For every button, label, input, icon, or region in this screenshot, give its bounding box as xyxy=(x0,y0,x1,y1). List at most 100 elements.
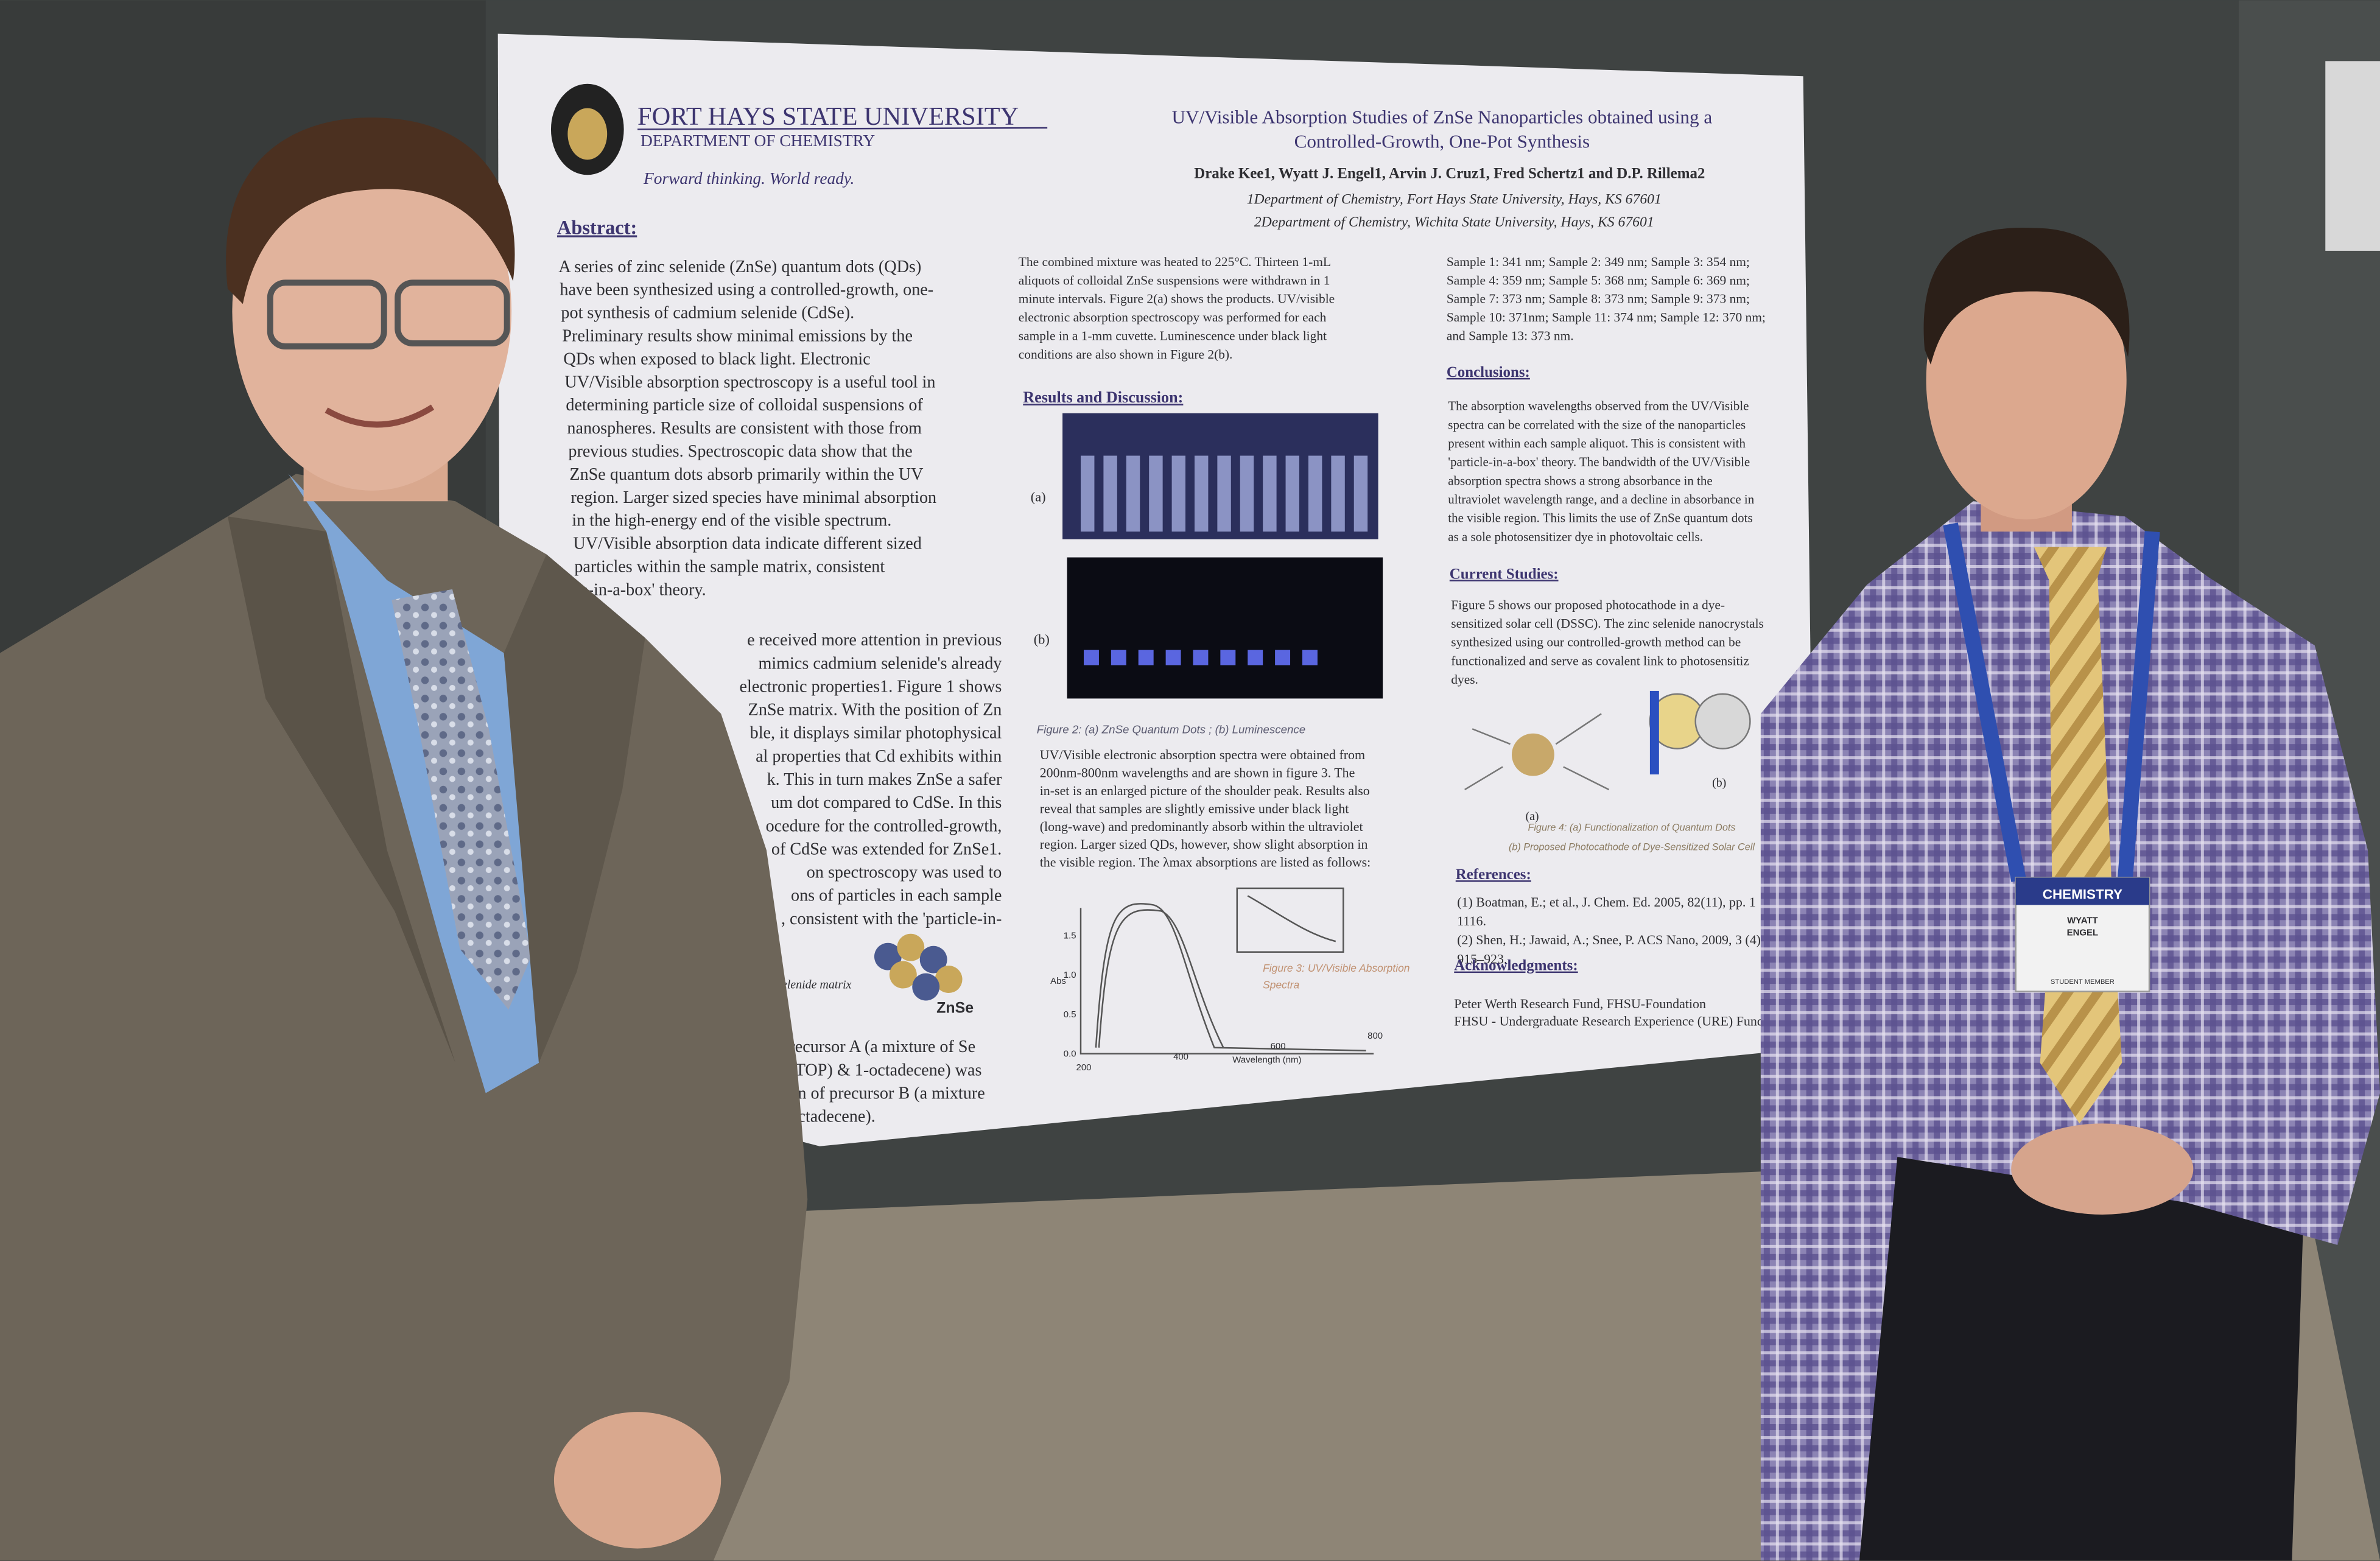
conclusion-line: present within each sample aliquot. This… xyxy=(1448,436,1746,451)
intro-line: ocedure for the controlled-growth, xyxy=(766,816,1002,835)
results-line: region. Larger sized QDs, however, show … xyxy=(1040,837,1368,852)
sample-line: Sample 10: 371nm; Sample 11: 374 nm; Sam… xyxy=(1447,310,1766,324)
section-heading: Conclusions: xyxy=(1447,364,1530,381)
intro-line: ZnSe matrix. With the position of Zn xyxy=(748,701,1002,720)
results-line: reveal that samples are slightly emissiv… xyxy=(1040,801,1349,816)
current-line: dyes. xyxy=(1451,672,1478,687)
figure-caption: (b) Proposed Photocathode of Dye-Sensiti… xyxy=(1509,842,1755,853)
intro-line: on spectroscopy was used to xyxy=(807,863,1002,882)
figure-caption: Figure 2: (a) ZnSe Quantum Dots ; (b) Lu… xyxy=(1037,723,1305,736)
conclusion-line: The absorption wavelengths observed from… xyxy=(1448,399,1749,413)
intro-line: electronic properties1. Figure 1 shows xyxy=(740,677,1002,696)
authors: Drake Kee1, Wyatt J. Engel1, Arvin J. Cr… xyxy=(1194,165,1705,181)
tick-label: 800 xyxy=(1367,1031,1383,1041)
department-name: DEPARTMENT OF CHEMISTRY xyxy=(641,132,875,150)
tick-label: 400 xyxy=(1173,1052,1188,1062)
abstract-line: previous studies. Spectroscopic data sho… xyxy=(568,442,912,461)
tick-label: 0.5 xyxy=(1064,1009,1076,1020)
reference-line: (2) Shen, H.; Jawaid, A.; Snee, P. ACS N… xyxy=(1457,932,1761,947)
right-person xyxy=(1760,228,2380,1561)
badge-name: ENGEL xyxy=(2067,927,2098,938)
conclusion-line: the visible region. This limits the use … xyxy=(1448,511,1752,525)
conclusion-line: ultraviolet wavelength range, and a decl… xyxy=(1448,492,1754,507)
panel-label: (a) xyxy=(1525,810,1539,823)
procedure-line: sample in a 1-mm cuvette. Luminescence u… xyxy=(1019,329,1327,343)
left-person xyxy=(0,118,808,1561)
sample-line: Sample 4: 359 nm; Sample 5: 368 nm; Samp… xyxy=(1447,273,1750,287)
reference-line: (1) Boatman, E.; et al., J. Chem. Ed. 20… xyxy=(1457,894,1756,910)
results-line: the visible region. The λmax absorptions… xyxy=(1040,855,1371,870)
badge-role: STUDENT MEMBER xyxy=(2051,978,2115,986)
abstract-line: UV/Visible absorption spectroscopy is a … xyxy=(564,373,935,391)
current-line: functionalized and serve as covalent lin… xyxy=(1451,653,1749,668)
intro-line: of CdSe was extended for ZnSe1. xyxy=(771,840,1002,858)
abstract-line: in the high-energy end of the visible sp… xyxy=(572,511,891,530)
affiliation: 2Department of Chemistry, Wichita State … xyxy=(1254,214,1654,230)
ack-line: Peter Werth Research Fund, FHSU-Foundati… xyxy=(1454,996,1706,1011)
luminescence xyxy=(1083,650,1318,665)
figure-4 xyxy=(1464,690,1751,791)
current-line: sensitized solar cell (DSSC). The zinc s… xyxy=(1451,616,1764,631)
section-heading: Abstract: xyxy=(557,217,637,239)
figure-3-plot xyxy=(1079,887,1374,1054)
methods-line: (TOP) & 1-octadecene) was xyxy=(789,1061,981,1079)
figure-caption: Figure 4: (a) Functionalization of Quant… xyxy=(1528,822,1735,833)
abstract-line: region. Larger sized species have minima… xyxy=(570,488,936,507)
results-line: in-set is an enlarged picture of the sho… xyxy=(1040,783,1370,798)
sample-line: and Sample 13: 373 nm. xyxy=(1447,329,1574,343)
procedure-line: electronic absorption spectroscopy was p… xyxy=(1019,310,1327,324)
methods-line: octadecene). xyxy=(789,1107,875,1126)
procedure-line: aliquots of colloidal ZnSe suspensions w… xyxy=(1019,273,1330,287)
tick-label: 200 xyxy=(1076,1062,1092,1073)
sample-line: Sample 7: 373 nm; Sample 8: 373 nm; Samp… xyxy=(1447,292,1750,306)
figure-2b xyxy=(1067,557,1383,699)
intro-line: ons of particles in each sample xyxy=(791,886,1002,905)
procedure-line: conditions are also shown in Figure 2(b)… xyxy=(1019,347,1233,362)
intro-line: um dot compared to CdSe. In this xyxy=(771,793,1002,812)
tick-label: 1.0 xyxy=(1064,970,1076,980)
section-heading: Current Studies: xyxy=(1450,566,1559,582)
abstract-line: ZnSe quantum dots absorb primarily withi… xyxy=(569,465,924,484)
conclusion-line: absorption spectra shows a strong absorb… xyxy=(1448,473,1712,488)
abstract-line: determining particle size of colloidal s… xyxy=(566,396,923,415)
tagline: Forward thinking. World ready. xyxy=(643,169,854,188)
panel-label: (b) xyxy=(1034,632,1050,647)
figure-caption: Spectra xyxy=(1263,979,1299,991)
intro-line: k. This in turn makes ZnSe a safer xyxy=(767,770,1002,789)
conclusion-line: as a sole photosensitizer dye in photovo… xyxy=(1448,529,1703,544)
vials xyxy=(1081,455,1368,532)
poster-title: UV/Visible Absorption Studies of ZnSe Na… xyxy=(1171,107,1712,128)
abstract-line: nanospheres. Results are consistent with… xyxy=(567,419,922,438)
molecule-label: ZnSe xyxy=(936,999,974,1016)
section-heading: References: xyxy=(1456,866,1531,883)
procedure-line: minute intervals. Figure 2(a) shows the … xyxy=(1019,292,1335,306)
panel-label: (b) xyxy=(1712,776,1726,790)
abstract-line: particles within the sample matrix, cons… xyxy=(574,557,885,576)
axis-label: Abs xyxy=(1050,976,1066,986)
section-heading: Acknowledgments: xyxy=(1454,958,1578,974)
badge-name: WYATT xyxy=(2067,915,2098,925)
conclusion-line: spectra can be correlated with the size … xyxy=(1448,417,1746,432)
tick-label: 0.0 xyxy=(1064,1049,1076,1059)
affiliation: 1Department of Chemistry, Fort Hays Stat… xyxy=(1247,192,1662,208)
results-line: 200nm-800nm wavelengths and are shown in… xyxy=(1040,765,1355,780)
tick-label: 1.5 xyxy=(1064,930,1076,941)
abstract-line: QDs when exposed to black light. Electro… xyxy=(563,349,870,368)
university-name: FORT HAYS STATE UNIVERSITY xyxy=(637,102,1019,131)
procedure-line: The combined mixture was heated to 225°C… xyxy=(1019,254,1331,269)
header-rule xyxy=(637,127,1048,130)
abstract-line: pot synthesis of cadmium selenide (CdSe)… xyxy=(561,304,854,323)
intro-line: , consistent with the 'particle-in- xyxy=(781,910,1002,928)
poster-title: Controlled-Growth, One-Pot Synthesis xyxy=(1294,130,1590,152)
abstract-line: UV/Visible absorption data indicate diff… xyxy=(573,535,921,553)
axis-label: Wavelength (nm) xyxy=(1232,1055,1301,1065)
figure-caption: elenide matrix xyxy=(782,978,852,992)
panel-label: (a) xyxy=(1031,489,1046,504)
reference-line: 915–923. xyxy=(1457,951,1507,966)
intro-line: e received more attention in previous xyxy=(747,631,1002,650)
results-line: UV/Visible electronic absorption spectra… xyxy=(1040,747,1365,762)
molecule xyxy=(874,933,963,1001)
